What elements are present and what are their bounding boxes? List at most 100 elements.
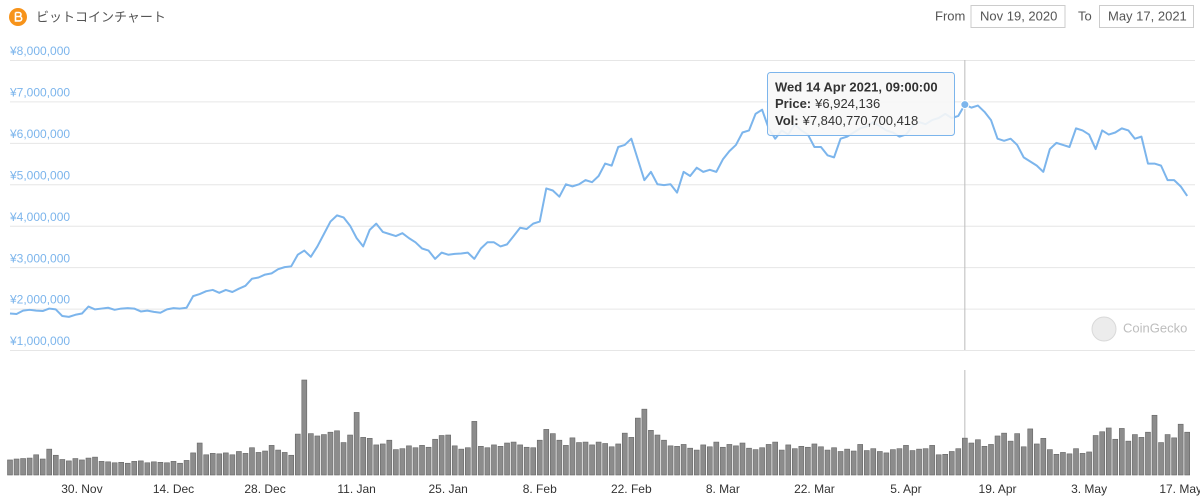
volume-bar [7, 459, 13, 476]
volume-bar [1047, 449, 1053, 476]
volume-bar [667, 445, 674, 476]
volume-bar [79, 459, 85, 476]
volume-bar [543, 429, 550, 476]
hover-point [960, 100, 970, 110]
to-input[interactable] [1099, 5, 1194, 28]
volume-bar [334, 430, 340, 476]
x-tick-label: 22. Feb [611, 482, 652, 496]
x-tick-label: 30. Nov [61, 482, 102, 496]
from-input[interactable] [970, 5, 1066, 28]
volume-bar [602, 443, 608, 476]
volume-bar [1145, 431, 1151, 476]
volume-bar [26, 457, 33, 476]
volume-bar [85, 457, 92, 476]
volume-bar [321, 434, 327, 476]
volume-bar [118, 462, 124, 476]
volume-bar [13, 458, 20, 476]
tooltip-value: ¥7,840,770,700,418 [802, 113, 919, 128]
chart-title: ビットコインチャート [36, 9, 166, 24]
volume-bar [445, 434, 451, 476]
volume-bar [484, 447, 491, 476]
x-tick-label: 14. Dec [153, 482, 194, 496]
volume-bar [778, 449, 785, 476]
volume-bar [641, 408, 648, 476]
volume-bar [504, 442, 510, 476]
volume-bar [687, 447, 693, 476]
tooltip-row: Price: ¥6,924,136 [775, 96, 880, 111]
volume-bar [635, 417, 641, 476]
volume-bar [962, 437, 968, 476]
volume-bar [144, 462, 151, 476]
volume-bar [935, 454, 942, 476]
volume-bar [563, 445, 569, 476]
volume-bar [360, 437, 366, 476]
volume-bar [870, 448, 877, 476]
volume-bar [66, 460, 72, 476]
volume-bar [536, 439, 543, 476]
volume-bar [909, 450, 916, 476]
from-label: From [935, 8, 965, 23]
volume-bar [340, 442, 347, 476]
volume-bar [1164, 434, 1171, 476]
volume-bar [314, 435, 321, 476]
to-date[interactable]: May 17, 2021 [1108, 8, 1187, 23]
volume-bar [59, 459, 66, 476]
volume-bar [451, 445, 458, 476]
volume-bar [621, 432, 628, 476]
x-tick-label: 17. May [1159, 482, 1200, 496]
volume-bar [726, 444, 733, 476]
volume-bar [844, 448, 850, 476]
volume-bar [818, 446, 824, 476]
volume-bar [1105, 427, 1112, 476]
volume-bar [720, 446, 726, 476]
volume-bar [530, 447, 537, 476]
from-date[interactable]: Nov 19, 2020 [980, 8, 1057, 23]
volume-bar [223, 452, 229, 476]
volume-bar [255, 452, 262, 476]
volume-bar [190, 452, 196, 476]
volume-bar [877, 451, 883, 476]
volume-bar [1177, 423, 1184, 476]
volume-bar [327, 431, 334, 476]
volume-bar [379, 443, 386, 476]
volume-bar [1112, 438, 1119, 476]
volume-bar [366, 438, 373, 476]
volume-bar [550, 433, 556, 476]
volume-bar [98, 461, 105, 476]
volume-bar [1060, 452, 1066, 476]
volume-bar [164, 462, 170, 476]
volume-bar [347, 434, 353, 476]
volume-bar [242, 453, 249, 476]
volume-bar [785, 444, 792, 476]
volume-bar [294, 433, 301, 476]
volume-bar [811, 443, 818, 476]
volume-bar [569, 437, 576, 476]
volume-bar [183, 460, 190, 476]
volume-bar [1053, 454, 1060, 476]
volume-bar [1007, 440, 1014, 476]
to-label: To [1078, 8, 1092, 23]
volume-bar [517, 444, 523, 476]
bitcoin-glyph [14, 11, 23, 22]
volume-bar [739, 442, 746, 476]
x-tick-label: 28. Dec [244, 482, 285, 496]
volume-bar [1099, 431, 1105, 476]
y-tick-label: ¥2,000,000 [9, 293, 70, 307]
volume-bar [615, 443, 622, 476]
volume-bar [759, 447, 765, 476]
volume-bar [52, 454, 59, 476]
volume-bar [700, 444, 707, 476]
volume-bar [896, 448, 903, 476]
volume-bar [471, 421, 478, 476]
volume-bar [713, 441, 720, 476]
volume-bar [478, 446, 484, 476]
volume-bar [72, 458, 79, 476]
volume-bar [1171, 437, 1177, 476]
volume-bar [464, 447, 471, 476]
volume-bar [674, 446, 680, 476]
volume-bar [275, 449, 281, 476]
volume-bar [857, 444, 864, 476]
y-tick-label: ¥6,000,000 [9, 127, 70, 141]
volume-bar [576, 442, 582, 476]
tooltip-value: ¥6,924,136 [814, 96, 880, 111]
